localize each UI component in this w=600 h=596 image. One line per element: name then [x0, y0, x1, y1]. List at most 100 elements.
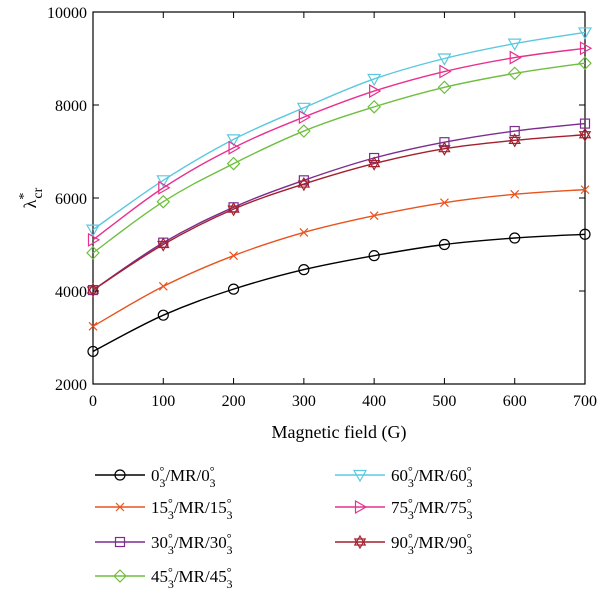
- data-point: [368, 250, 380, 262]
- data-point: [158, 180, 171, 195]
- legend-item: 0° 3/MR/0° 3: [95, 464, 216, 490]
- legend-marker: [353, 534, 367, 546]
- data-point: [226, 156, 241, 171]
- data-point: [297, 124, 311, 138]
- legend-item: 75° 3/MR/75° 3: [335, 496, 473, 522]
- data-point: [227, 201, 240, 213]
- series-line: [92, 188, 586, 327]
- legend-marker: [114, 469, 126, 481]
- legend-marker: [352, 469, 368, 483]
- data-point: [367, 73, 382, 87]
- data-point: [369, 211, 379, 221]
- data-point: [87, 232, 101, 247]
- y-axis-title: λ*cr: [17, 187, 46, 208]
- data-point: [508, 136, 521, 148]
- y-axis-title-sub: cr: [31, 187, 46, 198]
- data-point: [510, 189, 520, 199]
- y-axis-title-text: λ*cr: [17, 187, 46, 208]
- data-point: [87, 284, 99, 296]
- legend-marker: [353, 538, 367, 550]
- x-tick-label: 100: [151, 393, 175, 410]
- y-tick-label: 2000: [55, 377, 87, 394]
- data-point: [369, 152, 380, 164]
- y-tick-label: 10000: [47, 5, 87, 22]
- series-4: [85, 27, 593, 237]
- data-point: [508, 133, 521, 144]
- series-line: [92, 62, 586, 254]
- data-point: [229, 251, 238, 261]
- data-point: [507, 38, 522, 51]
- legend-label: 90° 3/MR/90° 3: [391, 531, 473, 557]
- legend-label: 60° 3/MR/60° 3: [391, 464, 473, 490]
- data-point: [507, 66, 522, 81]
- data-point: [577, 27, 593, 40]
- series-line: [92, 122, 586, 291]
- data-point: [579, 41, 593, 56]
- series-6: [86, 127, 592, 298]
- series-line: [92, 233, 586, 353]
- x-tick-label: 200: [222, 393, 246, 410]
- x-tick-label: 400: [362, 393, 386, 410]
- data-point: [579, 228, 591, 240]
- data-point: [299, 227, 309, 237]
- data-point: [438, 238, 451, 251]
- data-point: [298, 264, 310, 276]
- data-point: [439, 137, 450, 148]
- data-point: [86, 286, 100, 298]
- legend-label: 75° 3/MR/75° 3: [391, 496, 473, 522]
- data-point: [440, 198, 449, 208]
- legend-item: 60° 3/MR/60° 3: [335, 464, 473, 490]
- legend-item: 15° 3/MR/15° 3: [95, 496, 233, 522]
- x-tick-label: 300: [292, 393, 316, 410]
- data-point: [88, 321, 98, 331]
- y-tick-label: 8000: [55, 98, 87, 115]
- data-point: [86, 282, 100, 294]
- data-point: [298, 175, 309, 186]
- data-point: [438, 141, 451, 153]
- data-point: [297, 176, 311, 188]
- data-point: [578, 127, 592, 139]
- data-point: [369, 84, 382, 99]
- data-point: [157, 309, 169, 321]
- data-point: [509, 125, 520, 137]
- data-point: [227, 205, 240, 217]
- series-line: [92, 134, 586, 291]
- series-line: [92, 31, 586, 231]
- y-axis-title-main: λ: [20, 199, 40, 208]
- data-point: [367, 159, 381, 171]
- series-3: [86, 56, 592, 260]
- data-point: [85, 224, 101, 237]
- data-point: [578, 56, 592, 70]
- series-0: [87, 228, 591, 358]
- data-point: [509, 232, 521, 244]
- legend-label: 0° 3/MR/0° 3: [151, 464, 216, 490]
- legend-item: 90° 3/MR/90° 3: [335, 531, 473, 557]
- data-point: [509, 50, 522, 65]
- data-point: [228, 140, 241, 155]
- legend-marker: [115, 502, 125, 512]
- y-tick-label: 4000: [55, 284, 87, 301]
- data-point: [367, 156, 381, 168]
- series-1: [88, 185, 590, 331]
- x-tick-label: 700: [573, 393, 597, 410]
- legend-marker: [114, 536, 126, 548]
- data-point: [437, 53, 452, 66]
- legend-marker: [354, 499, 368, 515]
- legend: 0° 3/MR/0° 3 15° 3/MR/15° 3 30° 3/MR/30° 3 45° 3/M…: [95, 464, 473, 591]
- y-tick-label: 6000: [55, 191, 87, 208]
- data-point: [298, 110, 312, 125]
- series-line: [92, 47, 586, 241]
- data-point: [157, 240, 170, 252]
- x-tick-label: 500: [432, 393, 456, 410]
- data-point: [87, 345, 99, 358]
- legend-item: 45° 3/MR/45° 3: [95, 565, 233, 591]
- data-point: [156, 194, 171, 209]
- data-point: [156, 175, 171, 188]
- x-tick-label: 0: [89, 393, 97, 410]
- data-point: [367, 100, 381, 114]
- data-point: [297, 180, 311, 192]
- data-point: [86, 246, 100, 260]
- data-point: [438, 145, 451, 156]
- y-axis: 2000 4000 6000 8000 10000: [47, 5, 585, 394]
